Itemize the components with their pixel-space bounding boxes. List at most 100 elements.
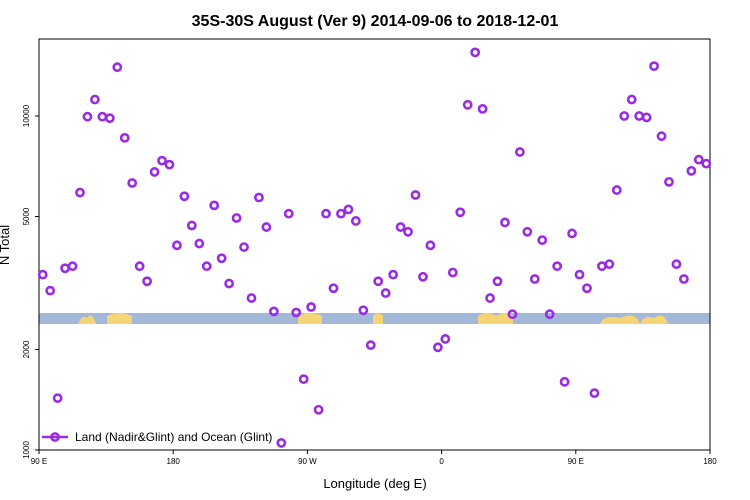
data-point (261, 222, 272, 232)
x-tick-label: 90 W (298, 457, 317, 466)
y-axis-label: N Total (0, 225, 12, 265)
map-land-patch (107, 313, 132, 324)
data-point (649, 61, 659, 72)
data-point (455, 207, 466, 218)
data-point (462, 99, 473, 110)
data-point (231, 213, 242, 223)
map-land-patch (298, 313, 322, 324)
data-point (701, 158, 712, 169)
data-point (142, 276, 153, 287)
data-point (298, 374, 309, 385)
map-land-patch (484, 315, 500, 324)
data-point (313, 404, 324, 415)
data-point (626, 94, 637, 105)
data-point (537, 235, 548, 246)
data-point (127, 178, 138, 188)
data-point (447, 267, 458, 278)
data-point (82, 111, 93, 122)
plot-area: 90 E 180 90 W 0 90 E 180 1000 2000 5000 10000 (22, 38, 717, 466)
data-point (239, 242, 249, 252)
data-point (485, 293, 495, 303)
x-tick-label: 180 (703, 457, 717, 466)
plot-frame (38, 38, 711, 451)
data-point (104, 113, 115, 124)
data-point (686, 165, 697, 176)
data-point (45, 285, 56, 296)
data-point (201, 261, 212, 272)
data-point (529, 274, 540, 284)
map-land-patch (640, 315, 668, 324)
data-point (425, 240, 436, 251)
y-tick-label: 2000 (22, 340, 31, 358)
data-point (67, 261, 78, 272)
data-point (186, 220, 197, 231)
map-land-patch (78, 315, 96, 324)
y-tick-label: 1000 (22, 441, 31, 459)
data-point (291, 307, 302, 318)
data-point (268, 306, 279, 317)
data-point (37, 269, 48, 280)
data-point (149, 167, 160, 177)
data-point (470, 47, 481, 58)
data-point (321, 208, 331, 219)
data-point (172, 240, 182, 251)
data-point (596, 261, 607, 272)
data-point (52, 393, 63, 404)
data-point (589, 388, 600, 399)
data-point (60, 263, 70, 274)
data-point (343, 204, 354, 215)
data-point (97, 111, 108, 122)
data-point (567, 228, 577, 239)
data-point (432, 342, 443, 353)
data-point (157, 155, 167, 166)
data-point (395, 222, 406, 232)
data-point (350, 216, 361, 226)
data-point (522, 226, 533, 237)
data-point (306, 302, 317, 312)
data-point (246, 293, 257, 303)
data-point (119, 132, 130, 143)
x-tick-label: 180 (167, 457, 181, 466)
data-point (216, 253, 227, 264)
data-point (194, 238, 205, 249)
data-point (559, 376, 570, 387)
y-tick-label: 5000 (22, 207, 31, 225)
data-point (500, 217, 510, 228)
data-point (418, 271, 428, 282)
data-point (544, 309, 555, 320)
data-point (90, 94, 100, 105)
data-point (373, 276, 384, 287)
x-tick-label: 90 E (568, 457, 584, 466)
data-point (164, 159, 175, 170)
data-point (209, 200, 220, 211)
data-point (254, 192, 264, 203)
data-point (403, 226, 413, 237)
data-point (179, 191, 190, 202)
data-point (380, 288, 391, 298)
legend: Land (Nadir&Glint) and Ocean (Glint) (42, 430, 272, 444)
legend-label: Land (Nadir&Glint) and Ocean (Glint) (75, 430, 272, 444)
x-axis-label: Longitude (deg E) (323, 476, 426, 491)
data-point (634, 111, 645, 121)
data-point (656, 131, 667, 142)
data-point (276, 438, 287, 448)
data-point (283, 208, 294, 219)
data-point (641, 112, 652, 123)
data-point (365, 340, 376, 351)
data-point (75, 187, 85, 198)
legend-marker (50, 432, 60, 442)
data-point (619, 111, 630, 121)
x-tick-label: 90 E (31, 457, 47, 466)
data-point (134, 261, 145, 272)
y-tick-label: 10000 (22, 104, 31, 127)
data-point (224, 278, 235, 289)
data-point (492, 276, 503, 287)
data-point (477, 103, 488, 114)
data-point (552, 261, 563, 272)
data-point (693, 154, 704, 165)
data-point (574, 269, 585, 280)
data-point (410, 190, 421, 200)
data-point (112, 62, 123, 73)
map-land-patch (600, 315, 640, 324)
